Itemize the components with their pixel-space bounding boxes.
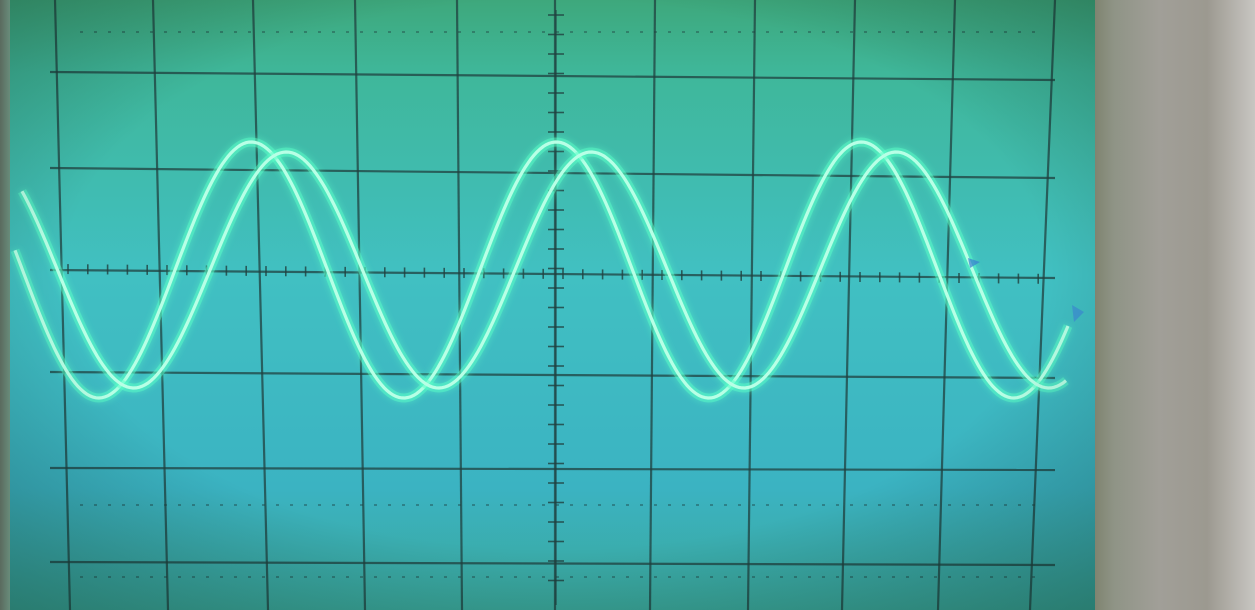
channel-marker-icon bbox=[968, 258, 980, 268]
oscilloscope-screen bbox=[10, 0, 1100, 610]
trigger-marker-icon bbox=[1072, 305, 1084, 322]
scope-display bbox=[10, 0, 1100, 610]
screen-vignette bbox=[10, 0, 1100, 610]
right-bezel bbox=[1095, 0, 1255, 610]
